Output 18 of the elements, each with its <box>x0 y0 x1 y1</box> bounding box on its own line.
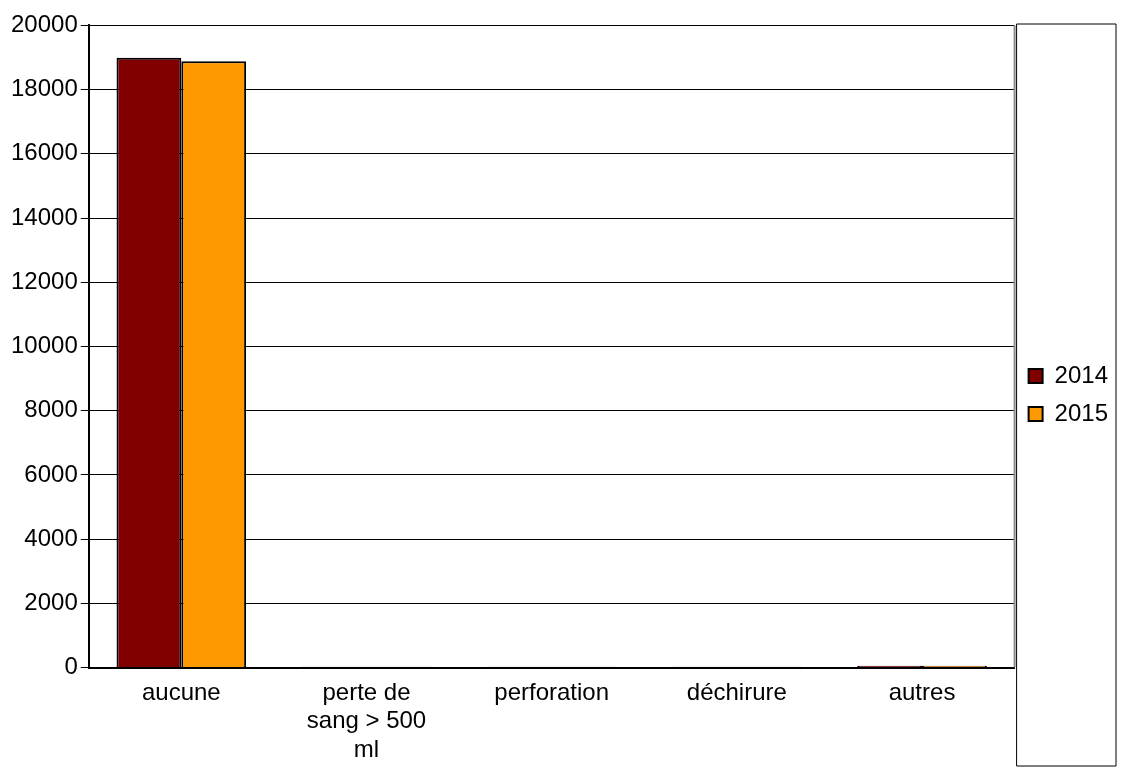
legend-label: 2014 <box>1054 360 1108 388</box>
x-tick-label: déchirure <box>686 677 787 705</box>
legend-label: 2015 <box>1054 398 1108 426</box>
y-tick-label: 18000 <box>10 74 78 102</box>
y-tick-label: 14000 <box>10 202 78 230</box>
y-tick-label: 4000 <box>24 523 78 551</box>
y-tick-label: 8000 <box>24 395 78 423</box>
x-tick-label: perforation <box>494 677 610 705</box>
y-tick-label: 10000 <box>10 331 78 359</box>
y-tick-label: 12000 <box>10 266 78 294</box>
y-tick-label: 20000 <box>10 10 78 38</box>
y-tick-label: 6000 <box>24 459 78 487</box>
y-tick-label: 16000 <box>10 138 78 166</box>
y-tick-label: 2000 <box>24 588 78 616</box>
x-tick-label: perte de sang > 500 ml <box>306 677 427 763</box>
y-tick-label: 0 <box>64 652 78 680</box>
x-tick-label: aucune <box>141 677 221 705</box>
x-tick-label: autres <box>888 677 956 705</box>
